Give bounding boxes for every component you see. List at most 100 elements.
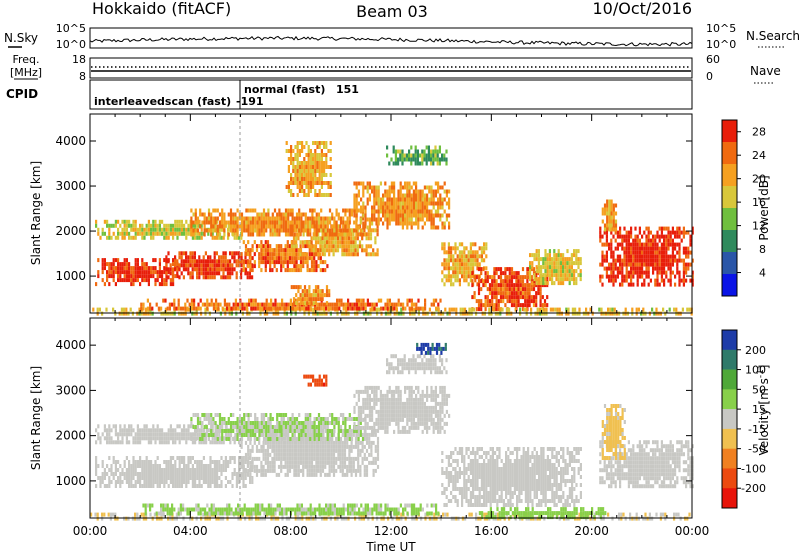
power-cell: [128, 274, 131, 279]
velocity-cell: [130, 468, 133, 472]
power-cell: [325, 161, 328, 165]
power-cell: [482, 267, 485, 272]
power-cell: [198, 219, 201, 224]
power-cell: [616, 270, 619, 275]
power-cell: [234, 298, 237, 303]
velocity-cell: [141, 432, 144, 437]
power-cell: [573, 249, 576, 254]
power-cell: [393, 197, 396, 202]
velocity-cell: [130, 424, 133, 429]
power-cell: [269, 248, 272, 253]
velocity-cell: [262, 444, 265, 449]
velocity-cell: [361, 444, 364, 449]
velocity-cell: [178, 476, 181, 480]
power-cell: [325, 301, 329, 306]
power-cell: [185, 227, 188, 232]
velocity-cell: [145, 428, 148, 433]
power-cell: [495, 271, 498, 276]
power-cell: [247, 248, 250, 253]
power-cell: [240, 224, 244, 229]
power-cell: [665, 226, 668, 231]
power-cell: [445, 266, 448, 271]
power-cell: [647, 282, 650, 287]
power-cell: [299, 248, 302, 253]
power-cell: [331, 216, 334, 221]
power-cell: [610, 215, 613, 220]
power-cell: [526, 303, 529, 308]
power-cell: [384, 213, 387, 218]
power-cell: [443, 225, 446, 230]
velocity-cell: [154, 464, 157, 468]
power-cell: [441, 270, 444, 275]
power-cell: [564, 265, 567, 270]
power-cell: [415, 185, 418, 190]
velocity-cell: [337, 440, 340, 445]
power-cell: [419, 197, 422, 202]
nave-label: Nave: [750, 64, 781, 78]
power-cell: [103, 282, 106, 287]
power-cell: [169, 271, 172, 276]
power-cell: [318, 157, 321, 161]
power-cell: [302, 244, 305, 249]
power-cell: [465, 270, 468, 275]
power-cell: [264, 268, 267, 273]
velocity-cell: [240, 444, 243, 449]
power-cell: [347, 232, 351, 237]
power-cell: [287, 216, 290, 221]
power-cell: [289, 302, 292, 307]
power-cell: [282, 212, 285, 217]
power-cell: [638, 258, 641, 263]
velocity-cell: [187, 480, 190, 484]
power-cell: [360, 197, 363, 202]
power-cell: [463, 274, 466, 279]
power-cell: [535, 303, 538, 308]
power-cell: [347, 224, 351, 229]
power-cell: [292, 157, 295, 161]
power-cell: [480, 250, 483, 255]
velocity-cell: [376, 456, 380, 461]
velocity-cell: [346, 472, 349, 477]
power-cell: [480, 267, 483, 272]
power-cell: [303, 165, 306, 169]
velocity-cell: [95, 484, 98, 488]
power-cell: [186, 306, 189, 311]
power-cell: [558, 311, 561, 316]
power-cell: [262, 232, 266, 237]
power-cell: [417, 209, 420, 214]
power-cell: [240, 212, 244, 217]
power-cell: [472, 250, 475, 255]
power-cell: [339, 232, 343, 237]
power-cell: [681, 307, 684, 312]
power-cell: [234, 306, 237, 311]
velocity-cell: [306, 440, 309, 445]
power-cell: [363, 248, 366, 253]
power-cell: [521, 267, 525, 272]
power-cell: [399, 189, 402, 194]
power-cell: [540, 277, 543, 282]
power-cell: [485, 242, 488, 247]
power-cell: [573, 261, 576, 266]
power-cell: [301, 297, 304, 302]
power-cell: [375, 201, 378, 206]
velocity-cell: [110, 464, 113, 468]
velocity-cell: [185, 440, 188, 445]
power-cell: [303, 240, 307, 245]
power-cell: [515, 299, 518, 304]
power-cell: [376, 232, 379, 237]
velocity-cell: [108, 432, 111, 437]
power-cell: [390, 209, 393, 214]
power-cell: [207, 231, 210, 236]
power-cell: [499, 279, 503, 284]
power-cell: [682, 246, 685, 251]
velocity-cell: [321, 468, 325, 473]
velocity-cell: [220, 484, 223, 488]
velocity-cell: [286, 472, 289, 477]
power-cell: [517, 279, 520, 284]
power-cell: [260, 256, 263, 261]
velocity-cell: [154, 460, 157, 464]
velocity-cell: [209, 484, 212, 488]
power-cell: [239, 302, 242, 307]
power-cell: [480, 287, 483, 292]
power-cell: [649, 258, 652, 263]
power-cell: [232, 216, 235, 221]
